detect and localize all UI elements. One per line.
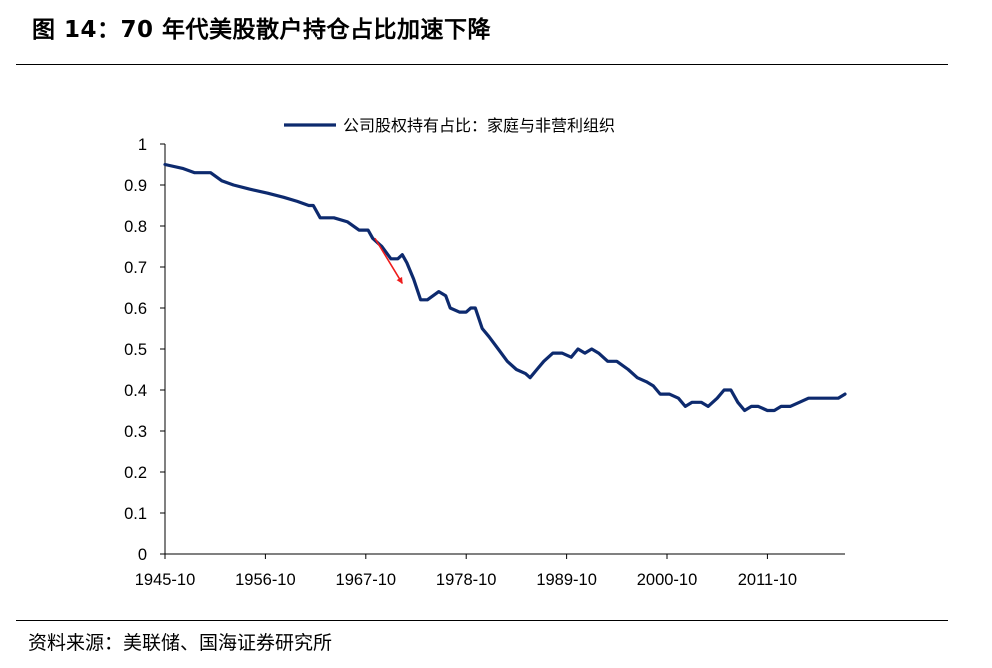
y-tick-label: 0.1 [124,505,147,523]
x-tick-label: 1978-10 [436,571,497,589]
legend-label: 公司股权持有占比：家庭与非营利组织 [343,116,615,135]
x-tick-label: 1956-10 [235,571,296,589]
series-line [163,162,847,413]
y-tick-label: 0.6 [124,300,147,318]
annotation-arrow [374,237,403,284]
x-tick-label: 1945-10 [135,571,196,589]
x-axis-ticks: 1945-10 1956-10 1967-10 1978-10 1989-10 2000-… [135,554,797,589]
chart-legend: 公司股权持有占比：家庭与非营利组织 [284,116,615,135]
y-tick-label: 0.8 [124,218,147,236]
y-tick-label: 1 [138,136,147,154]
y-tick-label: 0.4 [124,382,147,400]
figure-title: 图 14：70 年代美股散户持仓占比加速下降 [32,17,492,43]
bottom-rule [16,620,948,621]
x-tick-label: 1989-10 [536,571,597,589]
y-tick-label: 0.2 [124,464,147,482]
chart-axes [164,144,845,555]
y-tick-label: 0.5 [124,341,147,359]
source-note: 资料来源：美联储、国海证券研究所 [28,632,333,654]
y-tick-label: 0.3 [124,423,147,441]
x-tick-label: 2000-10 [637,571,698,589]
y-tick-label: 0 [138,546,147,564]
annotation-layer [374,237,403,284]
x-tick-label: 2011-10 [738,571,797,589]
y-tick-label: 0.7 [124,259,147,277]
y-tick-label: 0.9 [124,177,147,195]
series-layer [163,162,847,413]
x-tick-label: 1967-10 [336,571,397,589]
y-axis-ticks: 0 0.1 0.2 0.3 0.4 0.5 0.6 0.7 0.8 0.9 1 [124,136,165,564]
top-rule [16,64,948,65]
